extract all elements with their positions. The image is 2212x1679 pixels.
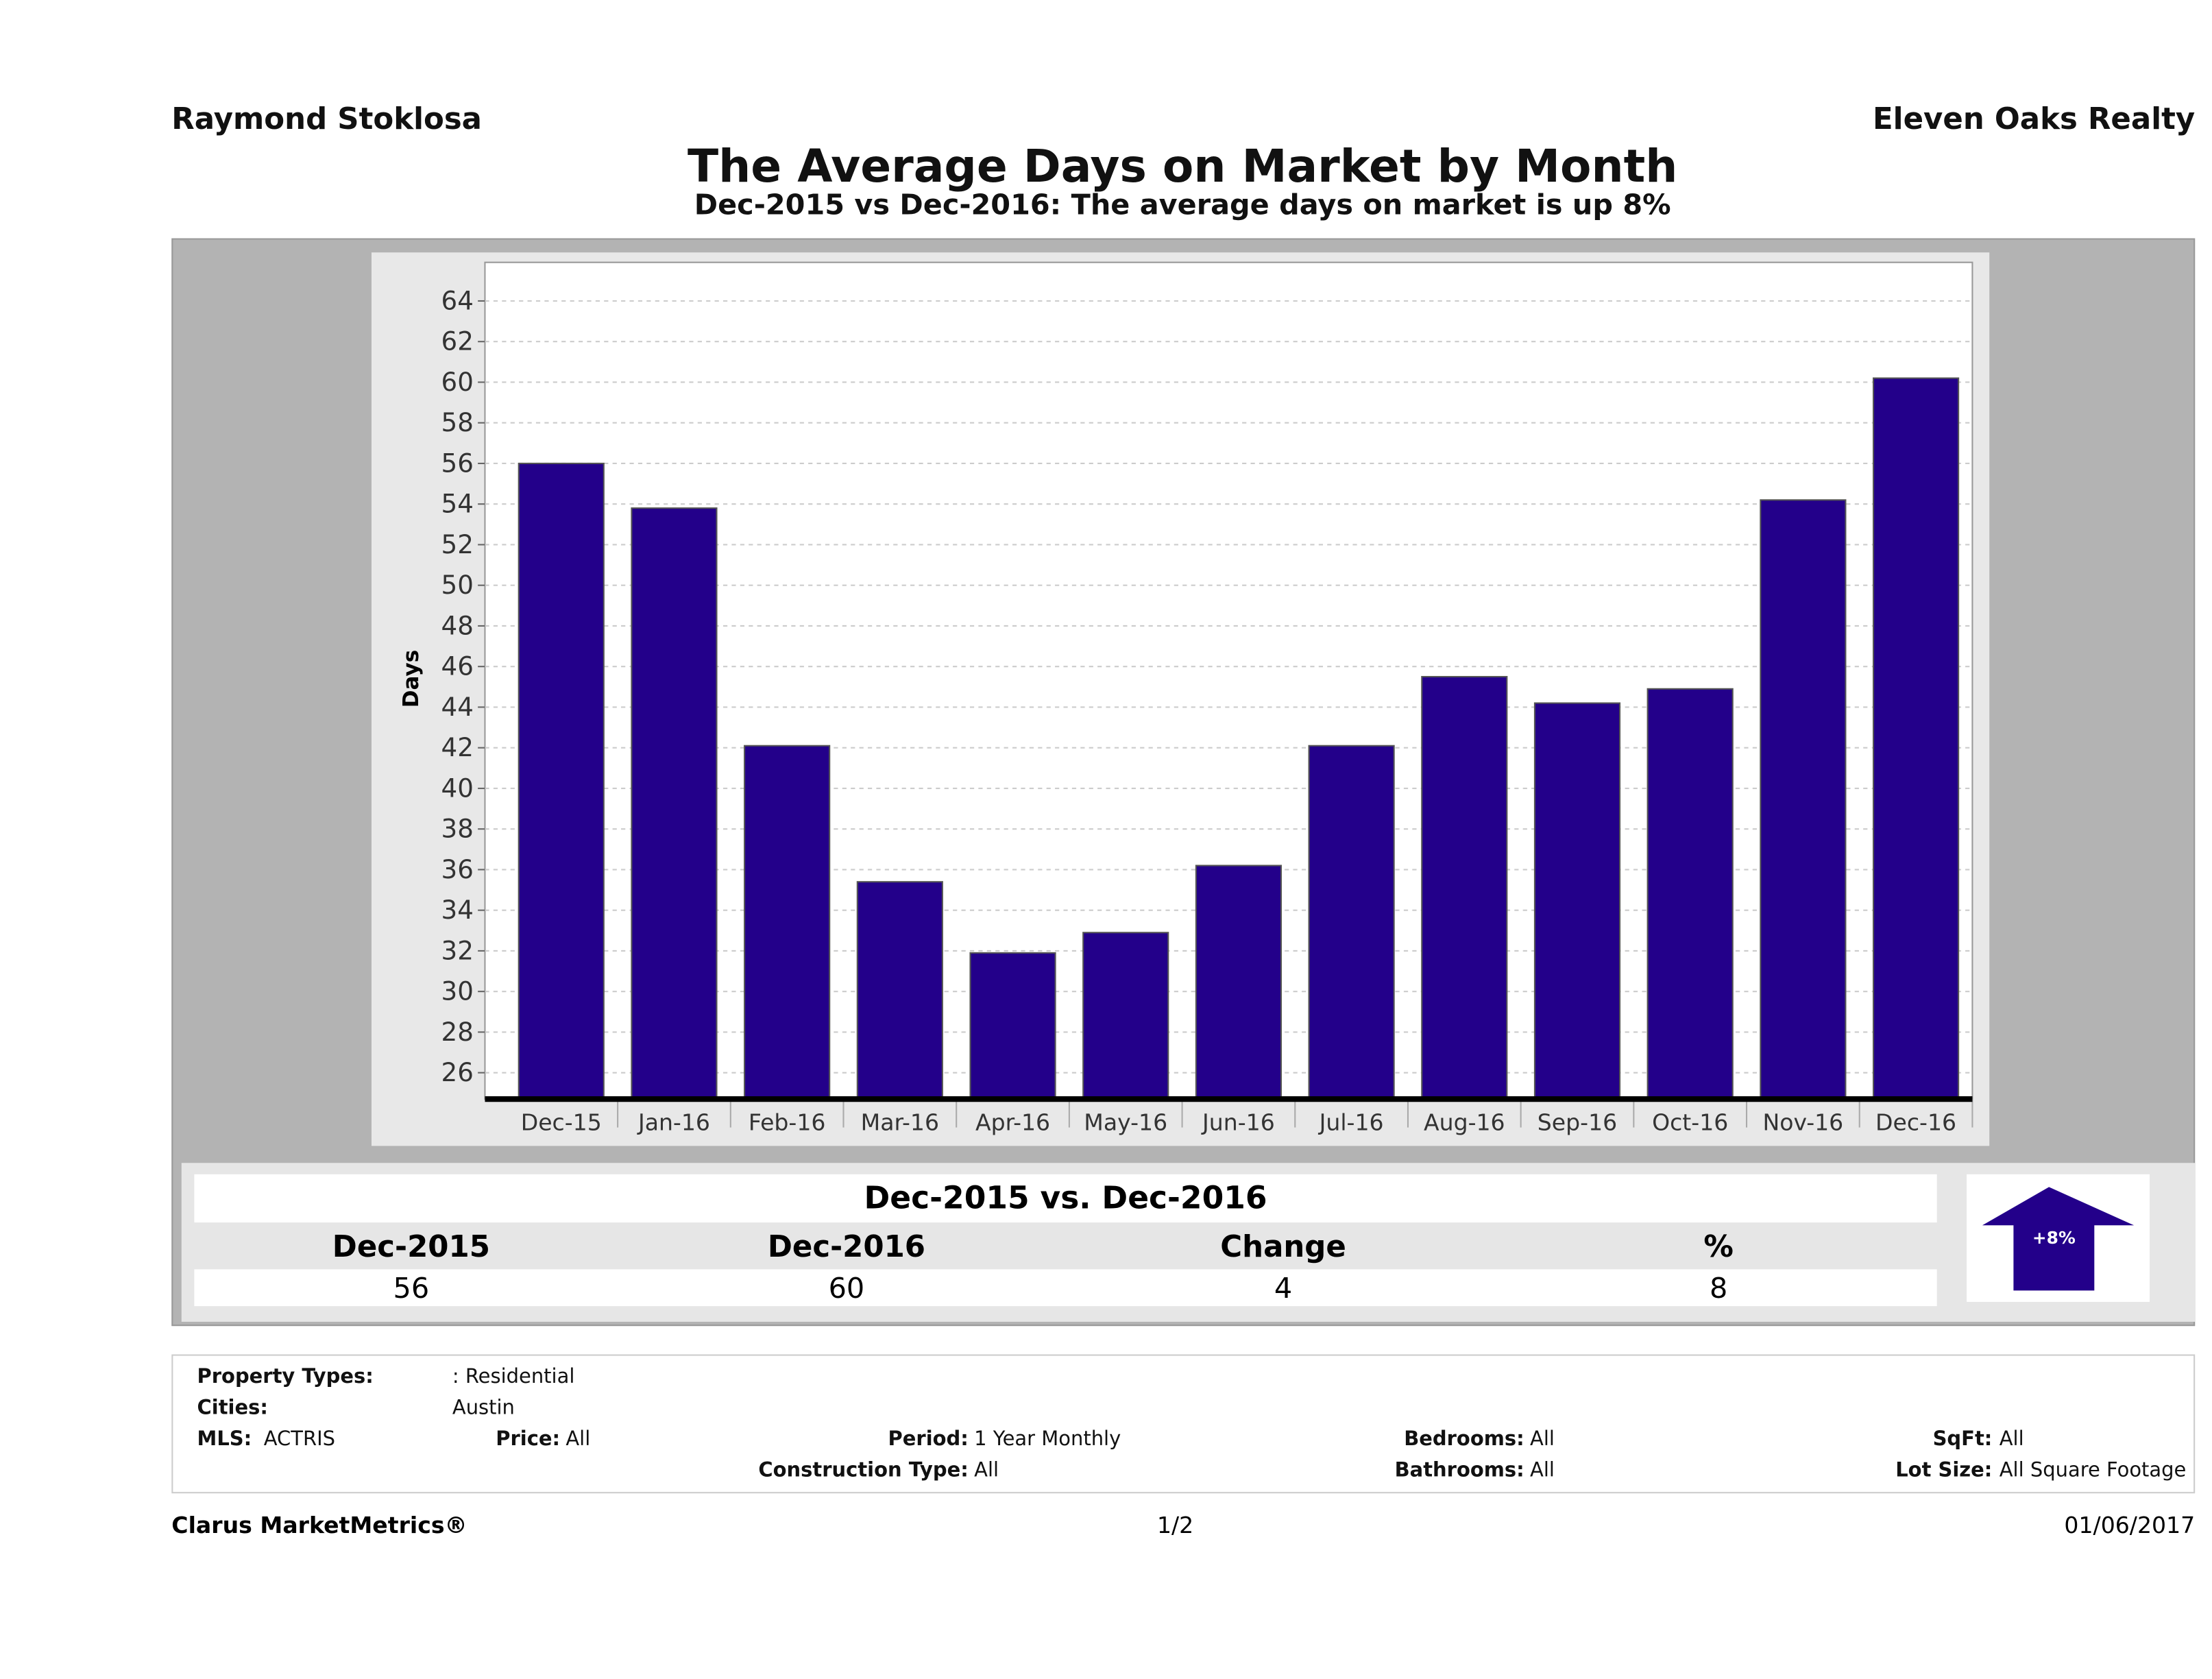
x-tick-label: Jan-16 [637, 1109, 710, 1136]
chart-subtitle: Dec-2015 vs Dec-2016: The average days o… [694, 187, 1671, 221]
x-tick-label: Aug-16 [1424, 1109, 1505, 1136]
x-tick-label: Nov-16 [1763, 1109, 1844, 1136]
y-tick-label: 26 [441, 1057, 474, 1087]
comparison-title: Dec-2015 vs. Dec-2016 [194, 1174, 1937, 1223]
x-tick-label: Jul-16 [1318, 1109, 1384, 1136]
x-tick-label: Mar-16 [861, 1109, 939, 1136]
price-label: Price: [496, 1428, 561, 1451]
lot-size-value: All Square Footage [1999, 1459, 2187, 1482]
y-tick-label: 48 [441, 610, 474, 640]
value-dec-2015: 56 [393, 1270, 430, 1305]
comparison-header-row: Dec-2015 Dec-2016 Change % [194, 1222, 1936, 1268]
period-value: 1 Year Monthly [974, 1428, 1121, 1451]
y-tick-label: 62 [441, 326, 474, 357]
header-dec-2015: Dec-2015 [332, 1229, 490, 1264]
bar [631, 507, 718, 1100]
cities-value: Austin [452, 1397, 515, 1420]
brokerage-name: Eleven Oaks Realty [1873, 101, 2196, 136]
bar [744, 745, 831, 1100]
up-arrow-icon [1982, 1187, 2135, 1291]
value-change: 4 [1274, 1270, 1293, 1305]
property-types-label: Property Types: [197, 1366, 374, 1389]
change-badge: +8% [1967, 1174, 2150, 1302]
x-tick-label: Feb-16 [749, 1109, 826, 1136]
mls-label: MLS: [197, 1428, 252, 1451]
bar [1760, 499, 1847, 1100]
sqft-label: SqFt: [1932, 1428, 1993, 1451]
bar-chart: 26 28 30 32 34 36 38 40 42 44 46 48 50 52 54 56 58 60 62 64… [441, 261, 1973, 1136]
bedrooms-value: All [1530, 1428, 1555, 1451]
y-tick-label: 38 [441, 814, 474, 844]
x-tick-label: Dec-15 [521, 1109, 602, 1136]
y-tick-label: 50 [441, 570, 474, 600]
x-tick-label: Jun-16 [1201, 1109, 1275, 1136]
filter-info-box: Property Types: : Residential Cities: Au… [171, 1354, 2196, 1494]
comparison-value-row: 56 60 4 8 [194, 1269, 1937, 1307]
y-tick-label: 40 [441, 773, 474, 803]
y-axis-label: Days [398, 649, 424, 708]
bar [1872, 377, 1960, 1100]
bedrooms-label: Bedrooms: [1404, 1428, 1524, 1451]
lot-size-label: Lot Size: [1895, 1459, 1993, 1482]
header-change: Change [1220, 1229, 1346, 1264]
x-tick-label: Oct-16 [1652, 1109, 1728, 1136]
bar [1421, 675, 1508, 1100]
y-tick-label: 28 [441, 1017, 474, 1047]
page-number: 1/2 [1156, 1512, 1194, 1539]
bar [1308, 745, 1395, 1100]
x-tick-label: Apr-16 [975, 1109, 1050, 1136]
y-tick-label: 52 [441, 529, 474, 559]
y-tick-label: 46 [441, 651, 474, 681]
x-tick-label: Dec-16 [1875, 1109, 1956, 1136]
footer-brand: Clarus MarketMetrics® [171, 1512, 467, 1539]
bar [1082, 932, 1169, 1100]
y-tick-label: 64 [441, 285, 474, 315]
property-types-value: : Residential [452, 1366, 575, 1389]
agent-name: Raymond Stoklosa [171, 101, 483, 136]
y-tick-label: 44 [441, 692, 474, 722]
y-tick-label: 58 [441, 407, 474, 437]
header-dec-2016: Dec-2016 [767, 1229, 926, 1264]
y-tick-label: 32 [441, 935, 474, 965]
cities-label: Cities: [197, 1397, 268, 1420]
bar [969, 952, 1056, 1100]
y-tick-label: 36 [441, 854, 474, 884]
bar [856, 881, 943, 1100]
value-dec-2016: 60 [828, 1270, 865, 1305]
sqft-value: All [1999, 1428, 2024, 1451]
y-tick-label: 30 [441, 976, 474, 1006]
period-label: Period: [888, 1428, 969, 1451]
value-percent: 8 [1709, 1270, 1728, 1305]
y-tick-label: 42 [441, 732, 474, 762]
y-tick-label: 60 [441, 367, 474, 397]
mls-value: ACTRIS [263, 1428, 336, 1451]
chart-title: The Average Days on Market by Month [687, 138, 1678, 193]
change-badge-text: +8% [2032, 1228, 2076, 1248]
x-tick-label: May-16 [1084, 1109, 1167, 1136]
bar [1533, 702, 1621, 1100]
y-tick-label: 56 [441, 448, 474, 478]
report-date: 01/06/2017 [2064, 1512, 2196, 1539]
y-tick-label: 54 [441, 489, 474, 519]
construction-label: Construction Type: [758, 1459, 969, 1482]
bar [518, 462, 605, 1100]
header-percent: % [1703, 1229, 1734, 1264]
y-tick-label: 34 [441, 895, 474, 925]
bathrooms-value: All [1530, 1459, 1555, 1482]
bar [1195, 865, 1283, 1100]
bar [1646, 688, 1734, 1100]
price-value: All [566, 1428, 591, 1451]
construction-value: All [974, 1459, 999, 1482]
bathrooms-label: Bathrooms: [1394, 1459, 1524, 1482]
x-tick-label: Sep-16 [1538, 1109, 1617, 1136]
